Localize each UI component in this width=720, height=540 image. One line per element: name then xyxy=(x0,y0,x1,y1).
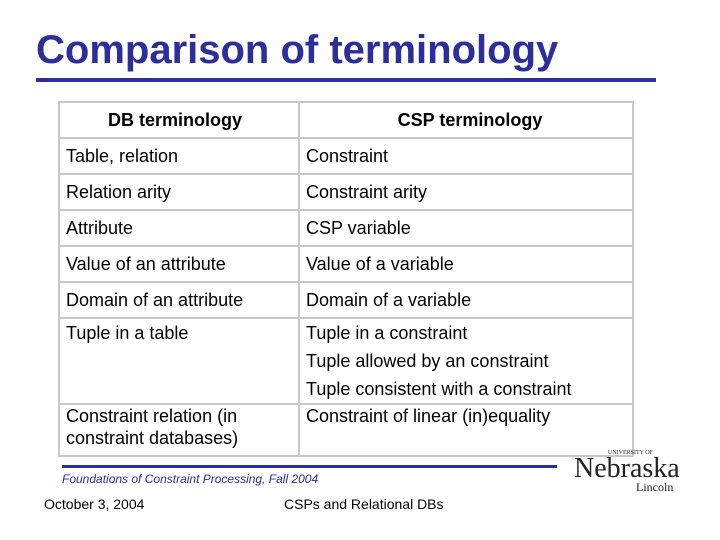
table-row: Value of an attribute Value of a variabl… xyxy=(58,245,634,283)
table-row: Constraint relation (in constraint datab… xyxy=(58,403,634,457)
csp-term-line: Tuple allowed by an constraint xyxy=(306,351,549,371)
table-row: Attribute CSP variable xyxy=(58,209,634,247)
university-logo: UNIVERSITY OF Nebraska Lincoln xyxy=(574,450,680,494)
db-term-cell: Value of an attribute xyxy=(58,245,300,283)
column-header-csp: CSP terminology xyxy=(298,101,634,139)
logo-campus-text: Lincoln xyxy=(636,480,673,494)
table-row: Domain of an attribute Domain of a varia… xyxy=(58,281,634,319)
db-term-cell: Constraint relation (in constraint datab… xyxy=(58,403,300,457)
title-underline xyxy=(36,78,656,82)
db-term-cell: Tuple in a table xyxy=(58,317,300,405)
db-term-cell: Table, relation xyxy=(58,137,300,175)
db-term-cell: Attribute xyxy=(58,209,300,247)
logo-name-text: Nebraska xyxy=(574,453,680,484)
column-header-db: DB terminology xyxy=(58,101,300,139)
terminology-table: DB terminology CSP terminology Table, re… xyxy=(58,101,634,457)
logo-university-text: UNIVERSITY OF xyxy=(608,450,654,456)
table-row: Tuple in a table Tuple in a constraint T… xyxy=(58,317,634,405)
db-term-cell: Domain of an attribute xyxy=(58,281,300,319)
csp-term-cell: CSP variable xyxy=(298,209,634,247)
csp-term-cell: Tuple in a constraint Tuple allowed by a… xyxy=(298,317,634,405)
db-term-cell: Relation arity xyxy=(58,173,300,211)
csp-term-cell: Domain of a variable xyxy=(298,281,634,319)
slide-title: Comparison of terminology xyxy=(36,28,559,72)
table-row: Table, relation Constraint xyxy=(58,137,634,175)
csp-term-line: Tuple consistent with a constraint xyxy=(306,379,572,399)
csp-term-cell: Constraint arity xyxy=(298,173,634,211)
csp-term-line: Constraint of linear (in)equality xyxy=(306,406,551,426)
db-term-line: Constraint relation (in xyxy=(66,406,238,426)
table-row: Relation arity Constraint arity xyxy=(58,173,634,211)
course-name: Foundations of Constraint Processing, Fa… xyxy=(62,472,319,486)
db-term-text: Tuple in a table xyxy=(66,323,189,343)
csp-term-line: Tuple in a constraint xyxy=(306,323,468,343)
csp-term-cell: Constraint of linear (in)equality xyxy=(298,403,634,457)
footer-rule xyxy=(62,465,557,468)
csp-term-cell: Constraint xyxy=(298,137,634,175)
deck-title: CSPs and Relational DBs xyxy=(284,496,444,512)
slide-date: October 3, 2004 xyxy=(44,496,145,512)
table-header-row: DB terminology CSP terminology xyxy=(58,101,634,139)
csp-term-cell: Value of a variable xyxy=(298,245,634,283)
db-term-line: constraint databases) xyxy=(66,428,239,448)
